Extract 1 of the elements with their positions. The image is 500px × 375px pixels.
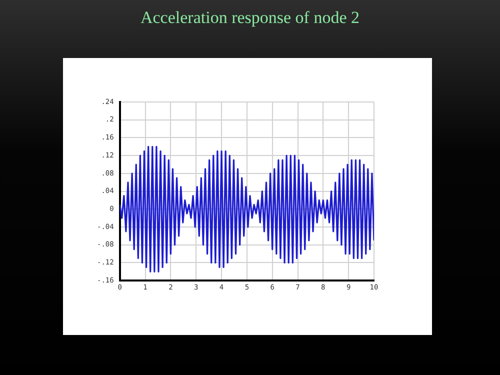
chart-title: Acceleration response of node 2 bbox=[139, 8, 361, 28]
